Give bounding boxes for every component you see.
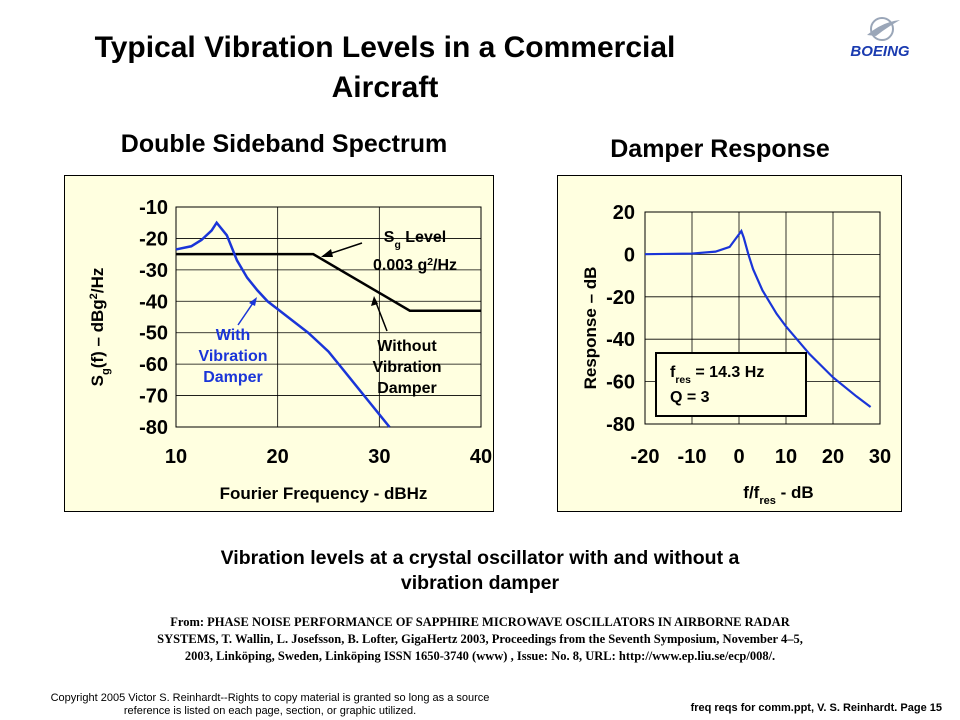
damper-ytick-label: -20 — [606, 287, 635, 309]
without-damper-label: Vibration — [372, 359, 441, 376]
damper-xtick-label: -10 — [678, 446, 707, 468]
spectrum-y-axis-label-part: g — [100, 368, 112, 375]
spectrum-xtick-label: 10 — [165, 446, 187, 468]
slide-caption: Vibration levels at a crystal oscillator… — [60, 546, 900, 596]
without-damper-label: Damper — [377, 380, 437, 397]
spectrum-xtick-label: 40 — [470, 446, 492, 468]
boeing-logo: BOEING — [820, 12, 940, 60]
damper-ytick-label: -40 — [606, 329, 635, 351]
damper-ytick-label: -60 — [606, 372, 635, 394]
with-damper-arrowhead — [249, 297, 257, 306]
spectrum-xtick-label: 30 — [368, 446, 390, 468]
sg-level-label-part: g — [394, 240, 400, 251]
damper-x-axis-label: f/fres - dB — [743, 483, 813, 507]
with-damper-label: Damper — [203, 369, 263, 386]
sg-level-value-part: 2 — [427, 257, 433, 268]
damper-y-axis-label: Response – dB — [581, 267, 600, 390]
caption-line2: vibration damper — [400, 572, 560, 594]
sg-level-value: 0.003 g2/Hz — [373, 257, 457, 275]
spectrum-y-axis-label-part: (f) – dBg — [88, 299, 107, 368]
spectrum-ytick-label: -40 — [139, 291, 168, 313]
reference-line2: SYSTEMS, T. Wallin, L. Josefsson, B. Lof… — [157, 632, 803, 646]
damper-chart: 200-20-40-60-80-20 -10 0 10 20 30f/fres - dBR… — [581, 202, 891, 507]
left-chart-title: Double Sideband Spectrum — [120, 130, 448, 158]
spectrum-ytick-label: -50 — [139, 323, 168, 345]
damper-parameter-box — [655, 352, 807, 417]
boeing-logo-graphic: BOEING — [850, 17, 910, 60]
spectrum-series-line — [176, 252, 481, 312]
damper-series-line — [644, 228, 872, 408]
spectrum-ytick-label: -20 — [139, 228, 168, 250]
damper-x-axis-label-part: f/f — [743, 483, 759, 502]
caption-line1: Vibration levels at a crystal oscillator… — [220, 547, 740, 569]
damper-chart-panel: 20 0 -20 -40 -60 -80 -20 -10 0 10 20 30 f/fres - dB R… — [557, 175, 902, 512]
damper-xtick-label: 10 — [775, 446, 797, 468]
damper-x-axis-label-part: res — [759, 495, 776, 507]
right-chart-title: Damper Response — [610, 135, 830, 163]
q-factor-label: Q = 3 — [670, 389, 710, 406]
damper-xtick-label: 0 — [733, 446, 744, 468]
spectrum-y-axis-label-part: 2 — [88, 293, 100, 299]
damper-ytick-label: -80 — [606, 414, 635, 436]
damper-xtick-label: 20 — [822, 446, 844, 468]
spectrum-xtick-label: 20 — [267, 446, 289, 468]
without-damper-label: Without — [377, 338, 437, 355]
damper-xtick-label: 30 — [869, 446, 891, 468]
copyright-line1: Copyright 2005 Victor S. Reinhardt--Righ… — [50, 692, 490, 704]
damper-xtick-label: -20 — [631, 446, 660, 468]
boeing-symbol-icon — [867, 17, 900, 41]
spectrum-chart: -10 -20 -30 -40 -50 -60 -70 -80 10 20 30 40 Fourier … — [88, 197, 492, 503]
resonance-frequency-label-part: f — [670, 364, 676, 381]
sg-level-value-part: 0.003 g — [373, 257, 427, 274]
sg-level-label-part: Level — [401, 229, 446, 246]
spectrum-ytick-label: -80 — [139, 417, 168, 439]
spectrum-ytick-label: -70 — [139, 386, 168, 408]
with-damper-label: With — [216, 327, 251, 344]
slide-title: Typical Vibration Levels in a Commercial… — [0, 28, 770, 108]
spectrum-ytick-label: -10 — [139, 197, 168, 219]
spectrum-y-axis-label: Sg(f) – dBg2/Hz — [88, 268, 112, 387]
reference-line3: 2003, Linköping, Sweden, Linköping ISSN … — [184, 649, 776, 663]
with-damper-label: Vibration — [198, 348, 267, 365]
damper-x-axis-label-part: - dB — [776, 483, 814, 502]
sg-level-label-part: S — [384, 229, 395, 246]
resonance-frequency-label-part: res — [675, 375, 691, 386]
resonance-frequency-label: fres = 14.3 Hz — [670, 364, 764, 386]
damper-ytick-label: 0 — [624, 244, 635, 266]
without-damper-pointer — [374, 299, 388, 332]
slide-title-line2: Aircraft — [331, 71, 439, 104]
slide-title-line1: Typical Vibration Levels in a Commercial — [94, 31, 676, 64]
copyright-notice: Copyright 2005 Victor S. Reinhardt--Righ… — [20, 692, 520, 718]
spectrum-series-line — [175, 220, 391, 428]
sg-level-arrowhead — [321, 249, 333, 257]
source-reference: From: PHASE NOISE PERFORMANCE OF SAPPHIR… — [60, 614, 900, 665]
page-footer: freq reqs for comm.ppt, V. S. Reinhardt.… — [690, 702, 942, 714]
damper-ytick-label: 20 — [613, 202, 635, 224]
resonance-frequency-label-part: = 14.3 Hz — [691, 364, 764, 381]
boeing-wordmark: BOEING — [850, 43, 910, 60]
spectrum-x-axis-label: Fourier Frequency - dBHz — [220, 484, 428, 503]
spectrum-y-axis-label-part: S — [88, 375, 107, 386]
reference-line1: From: PHASE NOISE PERFORMANCE OF SAPPHIR… — [170, 615, 790, 629]
without-damper-arrowhead — [371, 296, 378, 306]
sg-level-label: Sg Level — [384, 229, 446, 251]
spectrum-ytick-label: -60 — [139, 354, 168, 376]
sg-level-value-part: /Hz — [433, 257, 457, 274]
spectrum-y-axis-label-part: /Hz — [88, 268, 107, 294]
copyright-line2: reference is listed on each page, sectio… — [123, 705, 417, 717]
spectrum-chart-panel: -10 -20 -30 -40 -50 -60 -70 -80 10 20 30 40 Fourier … — [64, 175, 494, 512]
spectrum-ytick-label: -30 — [139, 260, 168, 282]
